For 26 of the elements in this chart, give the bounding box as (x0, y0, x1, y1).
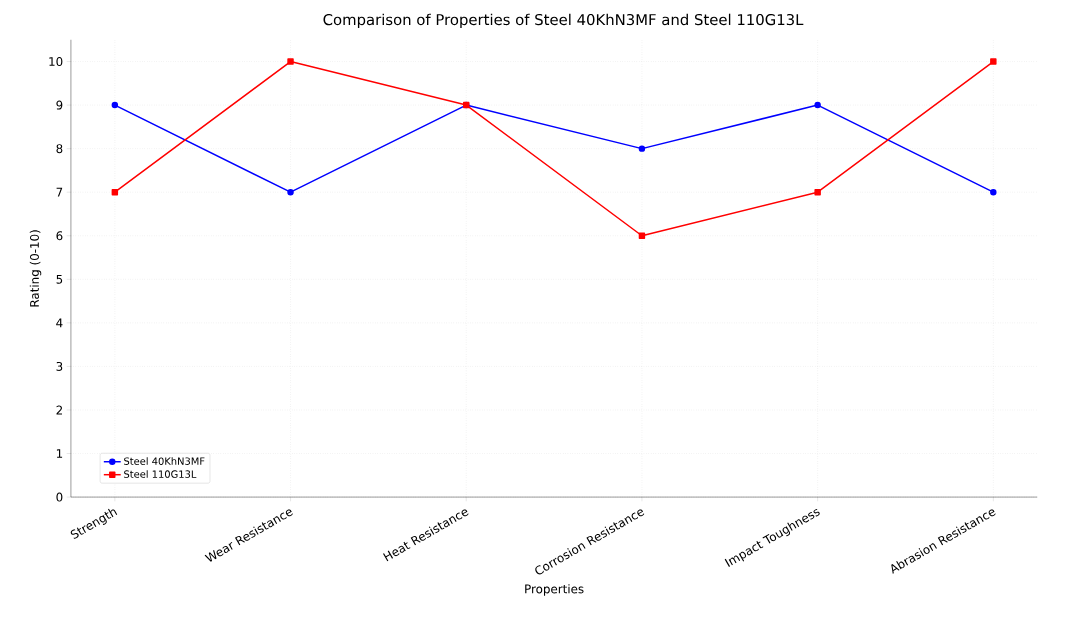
y-tick-label: 8 (56, 144, 63, 154)
point (638, 232, 646, 239)
point (287, 188, 294, 196)
y-tick-label: 0 (56, 492, 63, 502)
point (990, 188, 997, 196)
point (814, 188, 821, 196)
y-tick-label: 4 (56, 318, 63, 328)
chart-title: Comparison of Properties of Steel 40KhN3MF and Steel 110G13L (323, 13, 804, 28)
y-axis-title: Rating (0-10) (29, 230, 42, 307)
y-tick-label: 2 (56, 405, 62, 415)
x-axis-title: Properties (525, 584, 584, 596)
y-tick-label: 5 (56, 274, 63, 284)
y-tick-label: 9 (56, 100, 63, 110)
y-tick-label: 7 (56, 187, 63, 197)
point (287, 58, 294, 65)
y-tick-label: 1 (56, 449, 63, 458)
point (111, 188, 119, 196)
legend-label: Steel 110G13L (124, 470, 197, 478)
y-tick-label: 3 (56, 361, 63, 371)
point (111, 101, 119, 109)
point (990, 58, 997, 65)
y-tick-label: 10 (49, 56, 63, 66)
y-tick-label: 6 (56, 231, 63, 241)
point (814, 101, 821, 109)
point (638, 145, 646, 152)
legend-label: Steel 40KhN3MF (124, 457, 205, 465)
